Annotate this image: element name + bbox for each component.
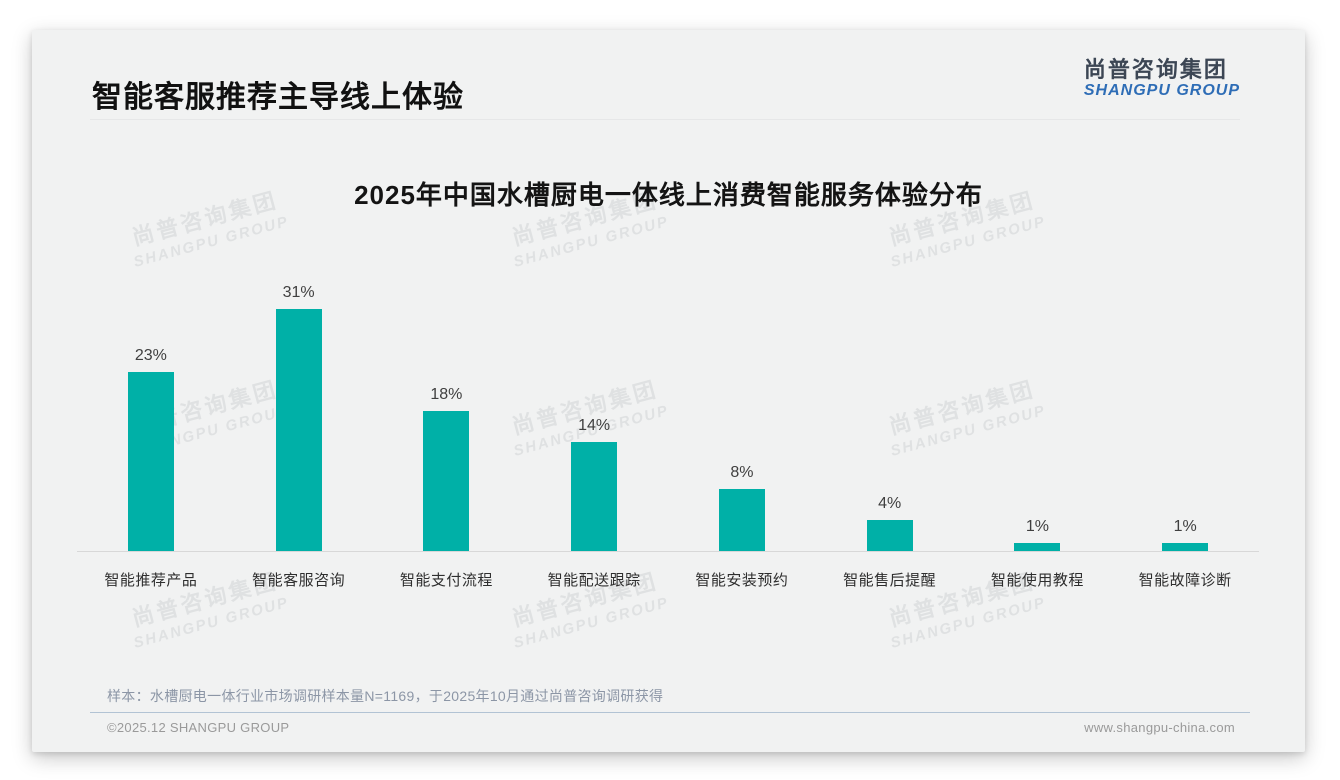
category-label: 智能客服咨询 [252,572,346,589]
logo-english-text: SHANGPU GROUP [1083,82,1240,100]
category-label: 智能配送跟踪 [547,572,641,589]
bar-value-label: 1% [1025,518,1049,535]
sample-note: 样本：水槽厨电一体行业市场调研样本量N=1169，于2025年10月通过尚普咨询… [107,688,664,704]
bar [718,489,765,551]
bar-chart-plot: 23% 31% 18% 14% 8% 4% 1% 1% [77,276,1259,551]
bar-column: 8% [668,276,816,551]
bar-column: 18% [373,276,521,551]
category-label: 智能售后提醒 [843,572,937,589]
bar [423,411,470,551]
bar [1014,543,1061,551]
bar-column: 1% [964,276,1112,551]
watermark-english-text: SHANGPU GROUP [511,593,671,652]
category-label: 智能推荐产品 [104,572,198,589]
logo-chinese-text: 尚普咨询集团 [1083,57,1228,82]
slide-card: 尚普咨询集团 SHANGPU GROUP 尚普咨询集团 SHANGPU GROUP 尚普… [32,30,1305,752]
title-divider [90,119,1240,120]
bar-value-label: 8% [730,464,754,481]
footer-divider [90,712,1250,713]
category-label: 智能故障诊断 [1138,572,1232,589]
bar [571,442,618,551]
watermark-english-text: SHANGPU GROUP [888,593,1048,652]
bar [866,520,913,551]
category-label: 智能安装预约 [695,572,789,589]
footer-website: www.shangpu-china.com [1084,720,1235,735]
footer: ©2025.12 SHANGPU GROUP www.shangpu-china… [107,720,1235,735]
bar-column: 31% [225,276,373,551]
bar-value-label: 18% [430,386,463,403]
bar-value-label: 31% [282,284,315,301]
x-axis-category-labels: 智能推荐产品 智能客服咨询 智能支付流程 智能配送跟踪 智能安装预约 智能售后提醒 智能使用… [77,569,1259,590]
bar-column: 14% [520,276,668,551]
bar [127,372,174,551]
chart-title: 2025年中国水槽厨电一体线上消费智能服务体验分布 [354,180,983,210]
category-label: 智能支付流程 [399,572,493,589]
x-axis-line [77,551,1259,552]
watermark-english-text: SHANGPU GROUP [131,212,291,271]
bar-value-label: 1% [1173,518,1197,535]
bar-value-label: 4% [878,495,902,512]
bar-value-label: 14% [578,417,611,434]
bar-column: 23% [77,276,225,551]
bar-column: 4% [816,276,964,551]
company-logo: 尚普咨询集团 SHANGPU GROUP [1084,57,1240,101]
watermark-english-text: SHANGPU GROUP [131,593,291,652]
watermark-english-text: SHANGPU GROUP [888,212,1048,271]
footer-copyright: ©2025.12 SHANGPU GROUP [107,720,290,735]
bar [275,309,322,551]
bar [1162,543,1209,551]
watermark-english-text: SHANGPU GROUP [511,212,671,271]
page-title: 智能客服推荐主导线上体验 [92,81,464,114]
bar-value-label: 23% [134,347,167,364]
category-label: 智能使用教程 [990,572,1084,589]
bar-column: 1% [1111,276,1259,551]
